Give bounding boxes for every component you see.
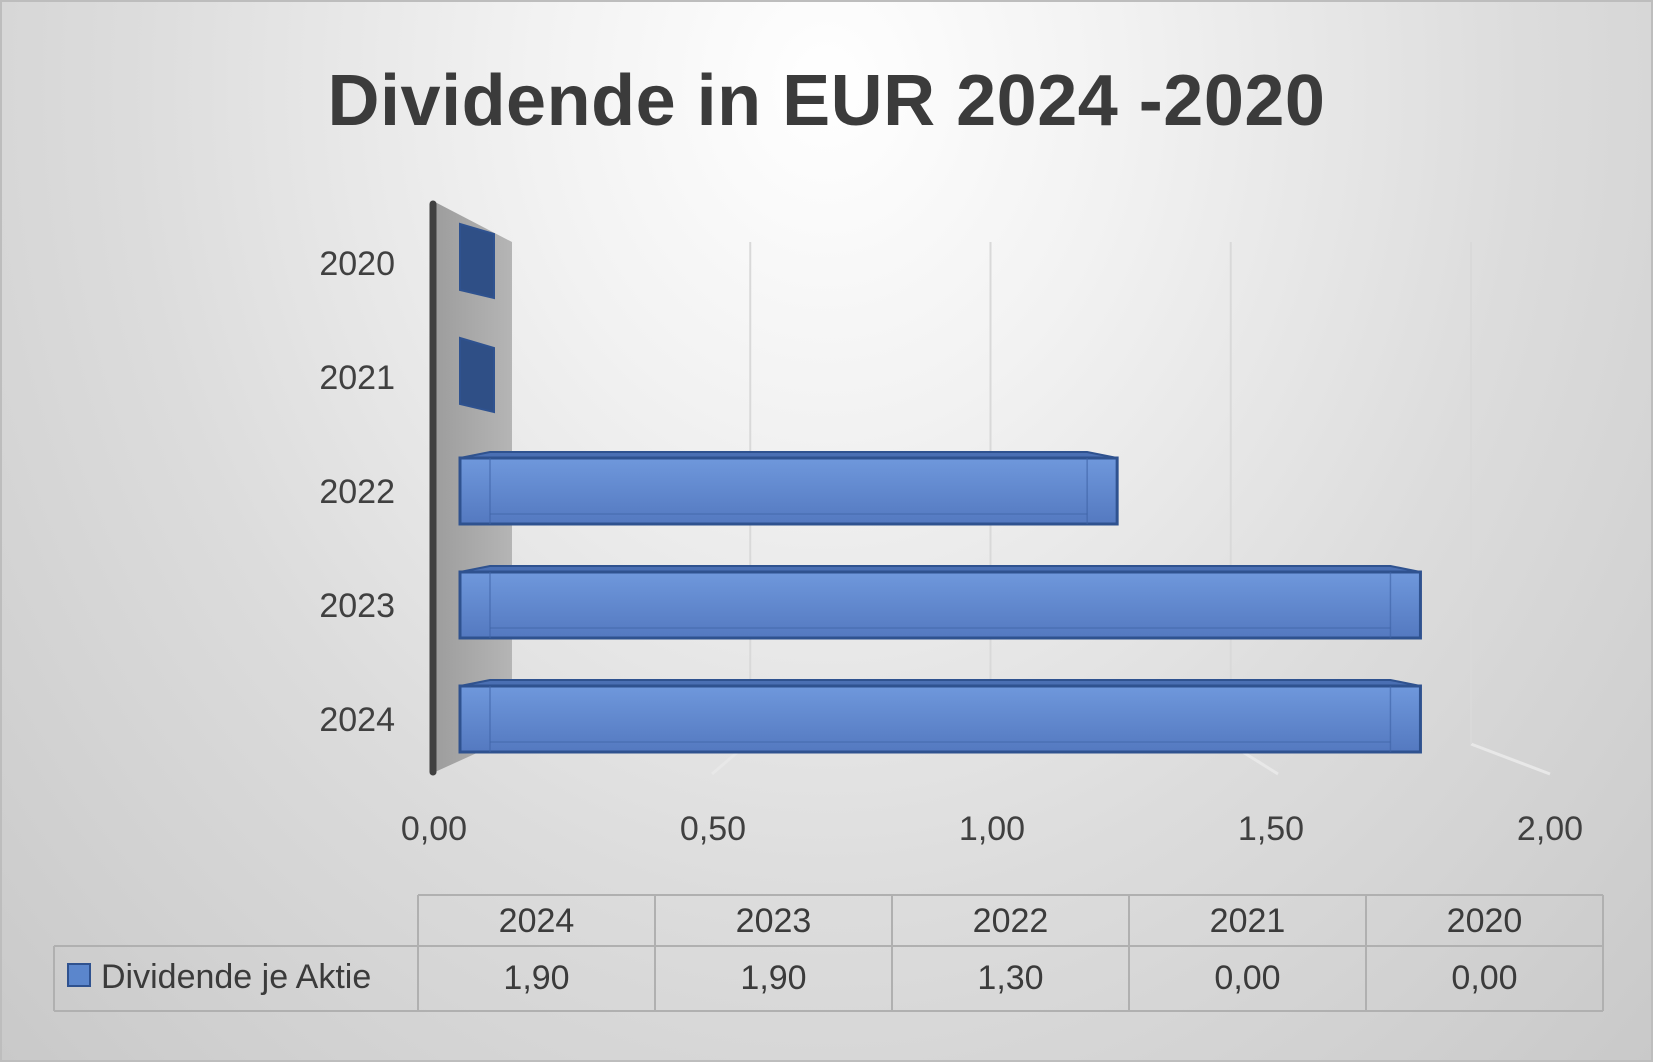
table-header-cell: 2024 bbox=[499, 902, 575, 940]
y-tick-labels: 2024 2023 2022 2021 2020 bbox=[319, 245, 395, 739]
table-value-cell: 1,30 bbox=[977, 959, 1043, 997]
y-tick-label: 2020 bbox=[319, 245, 395, 283]
legend-key bbox=[67, 963, 91, 987]
floor-line bbox=[1470, 742, 1551, 776]
bar-front-face bbox=[458, 456, 1119, 526]
bar-2023 bbox=[458, 565, 1422, 640]
table-value-cell: 1,90 bbox=[740, 959, 806, 997]
bars bbox=[458, 222, 1422, 754]
table-header-cell: 2020 bbox=[1447, 902, 1523, 940]
x-tick-label: 1,50 bbox=[1238, 810, 1304, 848]
bar-front-face bbox=[458, 570, 1422, 640]
y-tick-label: 2021 bbox=[319, 359, 395, 397]
table-value-cell: 1,90 bbox=[503, 959, 569, 997]
x-tick-label: 0,00 bbox=[401, 810, 467, 848]
bar-2024 bbox=[458, 679, 1422, 754]
table-header-cell: 2022 bbox=[973, 902, 1049, 940]
data-table: 2024 2023 2022 2021 2020 1,90 1,90 1,30 0,00 0,00… bbox=[53, 894, 1604, 1012]
x-tick-label: 0,50 bbox=[680, 810, 746, 848]
table-value-cell: 0,00 bbox=[1214, 959, 1280, 997]
bar-2021 bbox=[459, 336, 495, 414]
bar-2022 bbox=[458, 451, 1119, 526]
table-header-cell: 2023 bbox=[736, 902, 812, 940]
bar-zero-slab bbox=[459, 222, 495, 300]
y-tick-label: 2024 bbox=[319, 701, 395, 739]
table-value-cell: 0,00 bbox=[1451, 959, 1517, 997]
bar-zero-slab bbox=[459, 336, 495, 414]
x-tick-label: 1,00 bbox=[959, 810, 1025, 848]
y-tick-label: 2022 bbox=[319, 473, 395, 511]
table-header-cell: 2021 bbox=[1210, 902, 1286, 940]
x-tick-labels: 0,00 0,50 1,00 1,50 2,00 bbox=[401, 810, 1583, 848]
chart-title: Dividende in EUR 2024 -2020 bbox=[327, 61, 1326, 141]
y-tick-label: 2023 bbox=[319, 587, 395, 625]
bar-2020 bbox=[459, 222, 495, 300]
bar-front-face bbox=[458, 684, 1422, 754]
x-tick-label: 2,00 bbox=[1517, 810, 1583, 848]
table-row-label: Dividende je Aktie bbox=[101, 958, 371, 996]
